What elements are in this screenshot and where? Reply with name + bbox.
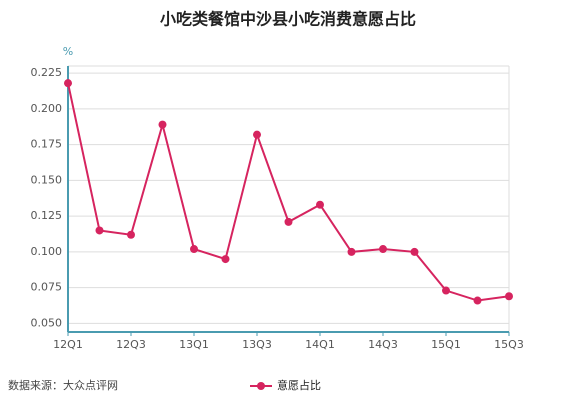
- point: [379, 245, 387, 254]
- series-line: [67, 82, 510, 302]
- point: [64, 79, 72, 88]
- y-tick-label: 0.100: [31, 245, 63, 258]
- y-tick-label: 0.150: [31, 173, 63, 186]
- point: [284, 217, 293, 226]
- point: [221, 255, 230, 264]
- point: [253, 130, 261, 139]
- legend-label: 意愿占比: [277, 378, 321, 392]
- x-tick-label: 12Q3: [116, 338, 146, 351]
- point: [95, 226, 104, 235]
- point: [410, 247, 419, 256]
- point: [127, 230, 135, 239]
- y-tick-label: 0.175: [31, 138, 63, 151]
- y-tick-label: 0.225: [31, 66, 63, 79]
- x-tick-label: 12Q1: [53, 338, 83, 351]
- x-tick-label: 13Q3: [242, 338, 272, 351]
- y-tick-label: 0.125: [31, 209, 63, 222]
- x-tick-label: 14Q1: [305, 338, 335, 351]
- point: [442, 286, 450, 295]
- point: [158, 120, 167, 129]
- chart-title: 小吃类餐馆中沙县小吃消费意愿占比: [160, 10, 416, 29]
- x-tick-label: 14Q3: [368, 338, 398, 351]
- x-tick-label: 13Q1: [179, 338, 209, 351]
- point: [505, 292, 513, 301]
- point: [347, 247, 356, 256]
- point: [473, 296, 482, 305]
- legend-marker: [257, 382, 265, 390]
- point: [316, 200, 324, 209]
- x-tick-label: 15Q3: [494, 338, 524, 351]
- y-tick-label: 0.200: [31, 102, 63, 115]
- point: [190, 245, 198, 254]
- x-tick-label: 15Q1: [431, 338, 461, 351]
- source: 数据来源：大众点评网: [8, 378, 118, 392]
- y-unit: %: [63, 45, 73, 58]
- y-tick-label: 0.050: [31, 316, 63, 329]
- y-tick-label: 0.075: [31, 281, 63, 294]
